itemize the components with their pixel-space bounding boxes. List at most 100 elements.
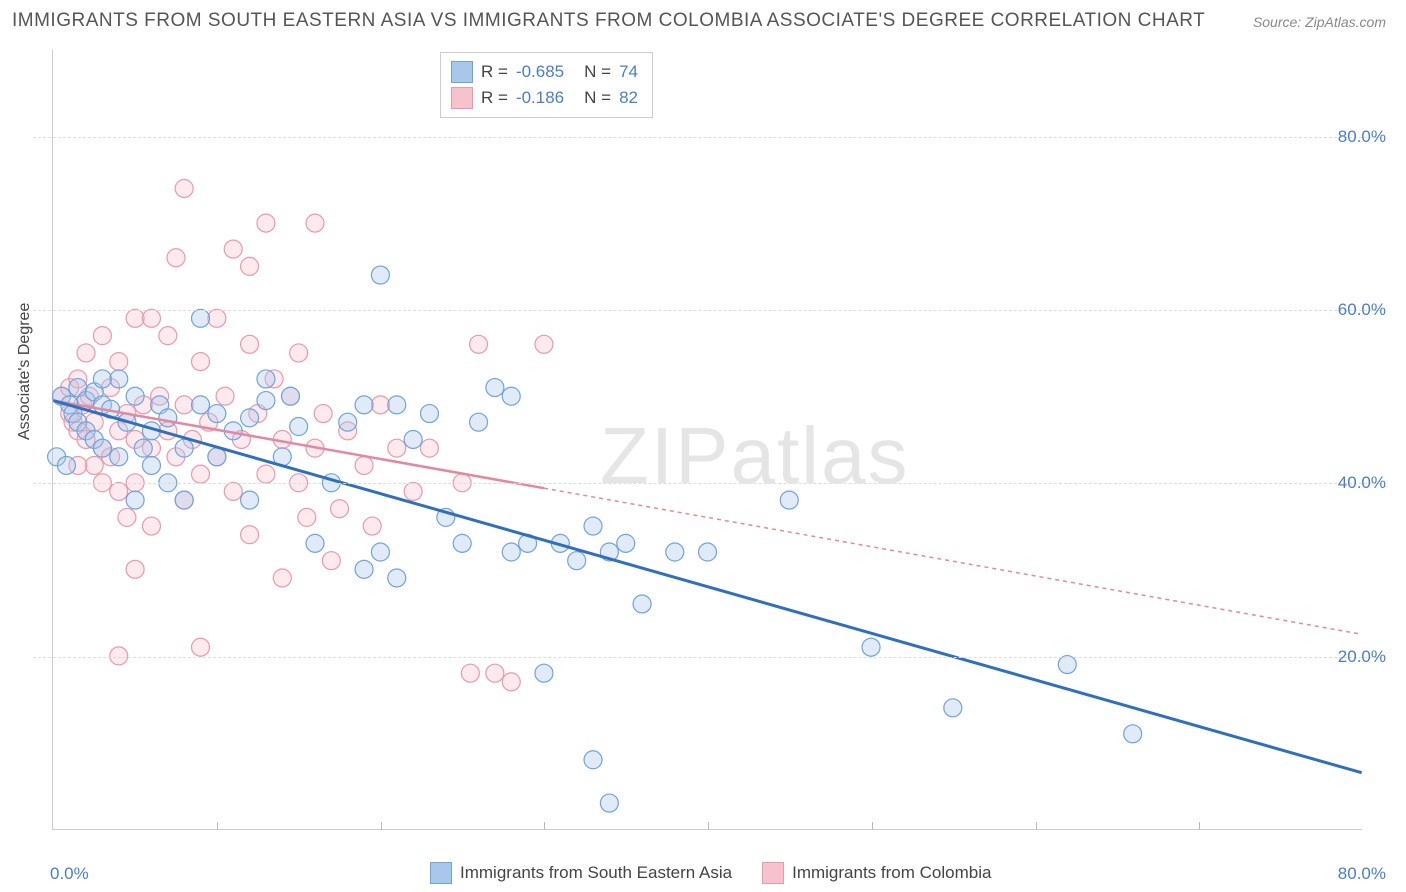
scatter-point (306, 214, 324, 232)
swatch-series1 (451, 61, 473, 83)
legend-item-series2: Immigrants from Colombia (762, 862, 991, 884)
x-tick (872, 822, 873, 830)
scatter-point (93, 439, 111, 457)
scatter-point (290, 418, 308, 436)
scatter-point (314, 405, 332, 423)
y-tick-label: 60.0% (1338, 300, 1386, 320)
scatter-point (241, 491, 259, 509)
y-tick-label: 20.0% (1338, 647, 1386, 667)
scatter-point (241, 526, 259, 544)
scatter-point (159, 409, 177, 427)
grid-line (33, 483, 1382, 484)
y-tick-label: 40.0% (1338, 473, 1386, 493)
trend-line-series2-dashed (544, 488, 1362, 634)
scatter-point (502, 673, 520, 691)
scatter-point (470, 335, 488, 353)
scatter-point (568, 552, 586, 570)
scatter-point (175, 491, 193, 509)
scatter-point (502, 543, 520, 561)
scatter-point (224, 240, 242, 258)
scatter-point (175, 180, 193, 198)
chart-plot-area (52, 50, 1362, 830)
scatter-point (257, 370, 275, 388)
scatter-point (699, 543, 717, 561)
scatter-point (355, 456, 373, 474)
scatter-point (453, 534, 471, 552)
scatter-point (126, 309, 144, 327)
scatter-point (142, 309, 160, 327)
scatter-point (600, 794, 618, 812)
swatch-series2 (451, 87, 473, 109)
correlation-stats-box: R = -0.685 N = 74 R = -0.186 N = 82 (440, 52, 653, 118)
scatter-point (273, 569, 291, 587)
scatter-point (666, 543, 684, 561)
scatter-point (633, 595, 651, 613)
scatter-point (388, 569, 406, 587)
scatter-point (192, 638, 210, 656)
scatter-point (298, 508, 316, 526)
scatter-point (241, 409, 259, 427)
scatter-point (1124, 725, 1142, 743)
chart-svg (53, 50, 1362, 829)
scatter-point (420, 405, 438, 423)
scatter-point (118, 508, 136, 526)
scatter-point (371, 396, 389, 414)
scatter-point (126, 387, 144, 405)
scatter-point (371, 266, 389, 284)
scatter-point (93, 370, 111, 388)
scatter-point (322, 552, 340, 570)
scatter-point (77, 344, 95, 362)
legend-label-2: Immigrants from Colombia (792, 863, 991, 883)
scatter-point (1058, 656, 1076, 674)
scatter-point (134, 439, 152, 457)
scatter-point (126, 560, 144, 578)
scatter-point (85, 456, 103, 474)
scatter-point (944, 699, 962, 717)
grid-line (33, 310, 1382, 311)
scatter-point (290, 344, 308, 362)
scatter-point (355, 560, 373, 578)
x-tick (1199, 822, 1200, 830)
scatter-point (167, 249, 185, 267)
scatter-point (355, 396, 373, 414)
x-tick (544, 822, 545, 830)
stat-n-label: N = (584, 85, 611, 111)
x-tick (1036, 822, 1037, 830)
scatter-point (208, 405, 226, 423)
chart-title: IMMIGRANTS FROM SOUTH EASTERN ASIA VS IM… (12, 10, 1205, 32)
scatter-point (388, 396, 406, 414)
scatter-point (241, 257, 259, 275)
scatter-point (257, 465, 275, 483)
scatter-point (470, 413, 488, 431)
scatter-point (192, 396, 210, 414)
scatter-point (224, 482, 242, 500)
scatter-point (57, 456, 75, 474)
scatter-point (159, 327, 177, 345)
scatter-point (175, 396, 193, 414)
x-tick (708, 822, 709, 830)
scatter-point (110, 353, 128, 371)
grid-line (33, 137, 1382, 138)
scatter-point (388, 439, 406, 457)
scatter-point (502, 387, 520, 405)
scatter-point (281, 387, 299, 405)
stats-row-series2: R = -0.186 N = 82 (451, 85, 638, 111)
scatter-point (175, 439, 193, 457)
scatter-point (257, 392, 275, 410)
scatter-point (110, 370, 128, 388)
scatter-point (93, 327, 111, 345)
x-tick (217, 822, 218, 830)
scatter-point (486, 379, 504, 397)
scatter-point (535, 335, 553, 353)
scatter-point (142, 517, 160, 535)
scatter-point (306, 534, 324, 552)
scatter-point (420, 439, 438, 457)
stat-r-value-1: -0.685 (516, 59, 564, 85)
scatter-point (126, 491, 144, 509)
scatter-point (862, 638, 880, 656)
scatter-point (208, 448, 226, 466)
scatter-point (331, 500, 349, 518)
scatter-point (371, 543, 389, 561)
legend-swatch-2 (762, 862, 784, 884)
source-label: Source: ZipAtlas.com (1253, 14, 1386, 30)
